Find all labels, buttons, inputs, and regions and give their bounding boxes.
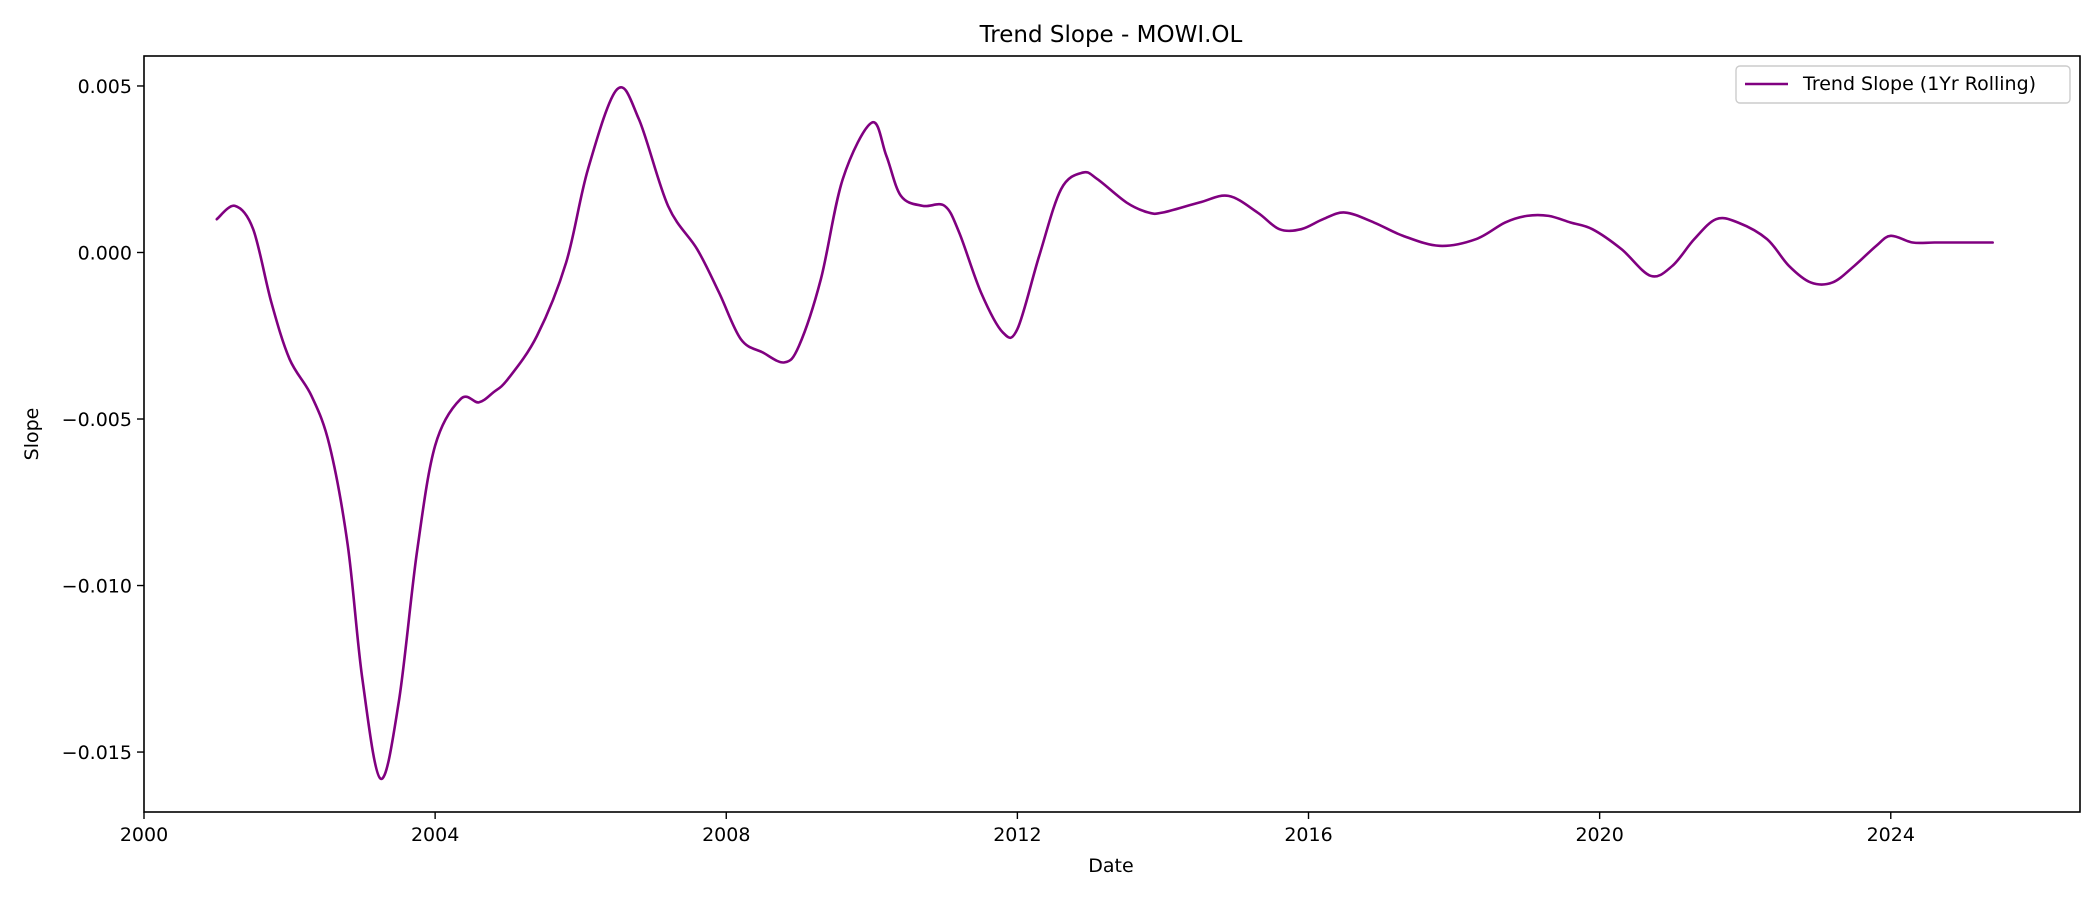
plot-area: [215, 86, 1994, 781]
x-tick-label: 2020: [1575, 824, 1623, 846]
y-tick-label: −0.005: [62, 409, 132, 431]
y-axis: 0.005 0.000 −0.005 −0.010 −0.015: [62, 76, 144, 764]
x-axis: 2000 2004 2008 2012 2016 2020 2024: [120, 812, 1915, 846]
plot-frame: [143, 55, 2081, 813]
series-line-0: [215, 86, 1994, 781]
legend-label: Trend Slope (1Yr Rolling): [1802, 73, 2036, 95]
x-tick-label: 2024: [1867, 824, 1915, 846]
y-axis-label: Slope: [21, 408, 43, 461]
x-tick-label: 2000: [120, 824, 168, 846]
y-tick-label: −0.010: [62, 576, 132, 598]
x-tick-label: 2004: [411, 824, 459, 846]
y-tick-label: 0.000: [78, 242, 132, 264]
y-tick-label: −0.015: [62, 742, 132, 764]
legend: Trend Slope (1Yr Rolling): [1735, 65, 2071, 104]
x-tick-label: 2012: [993, 824, 1041, 846]
x-tick-label: 2008: [702, 824, 750, 846]
y-tick-label: 0.005: [78, 76, 132, 98]
x-tick-label: 2016: [1284, 824, 1332, 846]
legend-box: [1735, 65, 2071, 104]
x-axis-label: Date: [1088, 855, 1133, 877]
chart-title: Trend Slope - MOWI.OL: [979, 22, 1243, 48]
